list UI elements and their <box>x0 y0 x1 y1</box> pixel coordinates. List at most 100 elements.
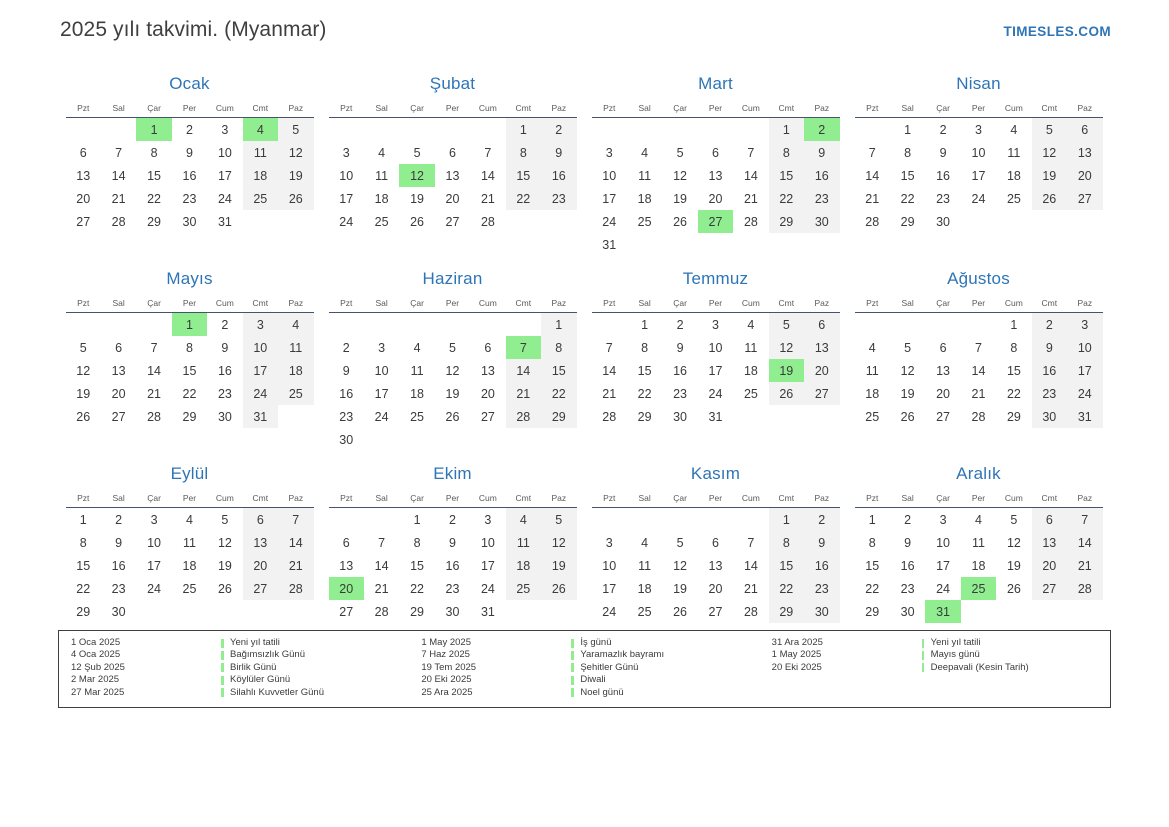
day-cell[interactable]: 9 <box>115 535 123 550</box>
day-cell[interactable]: 2 <box>1031 312 1068 336</box>
day-cell[interactable]: 10 <box>339 168 354 183</box>
day-cell[interactable]: 30 <box>445 604 460 619</box>
day-cell[interactable]: 5 <box>413 145 421 160</box>
day-cell[interactable]: 12 <box>900 363 915 378</box>
day-cell[interactable]: 30 <box>804 600 840 623</box>
day-cell-holiday[interactable]: 25 <box>960 577 997 600</box>
day-cell[interactable]: 6 <box>342 535 350 550</box>
day-cell[interactable]: 10 <box>602 168 617 183</box>
day-cell[interactable]: 18 <box>410 386 424 401</box>
day-cell[interactable]: 3 <box>378 340 386 355</box>
day-cell[interactable]: 9 <box>342 363 350 378</box>
day-cell[interactable]: 15 <box>76 558 91 573</box>
day-cell[interactable]: 1 <box>413 512 421 527</box>
day-cell[interactable]: 27 <box>1067 187 1103 210</box>
day-cell[interactable]: 9 <box>676 340 684 355</box>
day-cell[interactable]: 20 <box>76 191 91 206</box>
day-cell[interactable]: 27 <box>1031 577 1068 600</box>
day-cell[interactable]: 2 <box>939 122 947 137</box>
day-cell[interactable]: 14 <box>971 363 986 378</box>
day-cell[interactable]: 7 <box>150 340 158 355</box>
day-cell[interactable]: 12 <box>217 535 232 550</box>
day-cell[interactable]: 11 <box>505 531 542 554</box>
day-cell[interactable]: 2 <box>904 512 912 527</box>
day-cell[interactable]: 8 <box>505 141 542 164</box>
day-cell[interactable]: 29 <box>410 604 424 619</box>
day-cell[interactable]: 22 <box>505 187 542 210</box>
day-cell[interactable]: 10 <box>971 145 986 160</box>
day-cell[interactable]: 30 <box>111 604 126 619</box>
day-cell[interactable]: 4 <box>378 145 386 160</box>
day-cell-holiday[interactable]: 1 <box>136 117 172 141</box>
day-cell[interactable]: 21 <box>147 386 161 401</box>
day-cell[interactable]: 29 <box>637 409 652 424</box>
day-cell[interactable]: 14 <box>505 359 542 382</box>
day-cell[interactable]: 17 <box>602 191 617 206</box>
day-cell[interactable]: 16 <box>111 558 126 573</box>
day-cell[interactable]: 19 <box>217 558 232 573</box>
day-cell[interactable]: 19 <box>445 386 460 401</box>
day-cell[interactable]: 4 <box>641 535 649 550</box>
day-cell-holiday[interactable]: 19 <box>768 359 805 382</box>
day-cell-holiday[interactable]: 4 <box>242 117 279 141</box>
day-cell[interactable]: 1 <box>641 317 649 332</box>
day-cell[interactable]: 5 <box>676 535 684 550</box>
day-cell[interactable]: 20 <box>804 359 840 382</box>
day-cell[interactable]: 7 <box>1067 507 1103 531</box>
day-cell[interactable]: 12 <box>1006 535 1021 550</box>
day-cell[interactable]: 2 <box>541 117 577 141</box>
day-cell[interactable]: 14 <box>480 168 495 183</box>
day-cell[interactable]: 3 <box>484 512 492 527</box>
day-cell[interactable]: 12 <box>1031 141 1068 164</box>
day-cell[interactable]: 29 <box>147 214 161 229</box>
day-cell[interactable]: 15 <box>147 168 161 183</box>
day-cell[interactable]: 4 <box>868 340 876 355</box>
day-cell[interactable]: 13 <box>242 531 279 554</box>
day-cell[interactable]: 22 <box>410 581 424 596</box>
day-cell[interactable]: 22 <box>1006 386 1021 401</box>
day-cell[interactable]: 21 <box>743 581 758 596</box>
day-cell[interactable]: 18 <box>637 191 652 206</box>
day-cell[interactable]: 9 <box>221 340 229 355</box>
day-cell[interactable]: 8 <box>768 141 805 164</box>
day-cell[interactable]: 18 <box>278 359 314 382</box>
day-cell[interactable]: 16 <box>445 558 460 573</box>
day-cell[interactable]: 13 <box>111 363 126 378</box>
day-cell[interactable]: 18 <box>971 558 986 573</box>
day-cell[interactable]: 20 <box>708 191 723 206</box>
day-cell[interactable]: 29 <box>865 604 880 619</box>
day-cell[interactable]: 24 <box>147 581 161 596</box>
day-cell[interactable]: 5 <box>768 312 805 336</box>
day-cell[interactable]: 28 <box>865 214 880 229</box>
day-cell[interactable]: 13 <box>708 168 723 183</box>
day-cell[interactable]: 25 <box>1006 191 1021 206</box>
day-cell[interactable]: 23 <box>1031 382 1068 405</box>
day-cell[interactable]: 3 <box>1067 312 1103 336</box>
day-cell[interactable]: 21 <box>111 191 126 206</box>
day-cell[interactable]: 5 <box>449 340 456 355</box>
day-cell[interactable]: 28 <box>147 409 161 424</box>
day-cell[interactable]: 9 <box>804 531 840 554</box>
day-cell[interactable]: 14 <box>865 168 880 183</box>
day-cell[interactable]: 17 <box>147 558 161 573</box>
day-cell[interactable]: 16 <box>182 168 197 183</box>
day-cell[interactable]: 4 <box>747 317 755 332</box>
day-cell-holiday[interactable]: 31 <box>925 600 961 623</box>
day-cell[interactable]: 31 <box>242 405 279 428</box>
day-cell[interactable]: 4 <box>1010 122 1018 137</box>
day-cell[interactable]: 3 <box>712 317 719 332</box>
day-cell[interactable]: 25 <box>743 386 758 401</box>
day-cell[interactable]: 23 <box>445 581 460 596</box>
day-cell[interactable]: 4 <box>505 507 542 531</box>
day-cell[interactable]: 6 <box>449 145 456 160</box>
day-cell[interactable]: 19 <box>76 386 91 401</box>
day-cell[interactable]: 11 <box>242 141 279 164</box>
day-cell[interactable]: 26 <box>76 409 91 424</box>
day-cell[interactable]: 11 <box>410 363 424 378</box>
day-cell[interactable]: 25 <box>637 604 652 619</box>
day-cell[interactable]: 10 <box>480 535 495 550</box>
day-cell[interactable]: 25 <box>865 409 880 424</box>
day-cell[interactable]: 26 <box>445 409 460 424</box>
day-cell[interactable]: 31 <box>1067 405 1103 428</box>
day-cell[interactable]: 14 <box>743 168 758 183</box>
